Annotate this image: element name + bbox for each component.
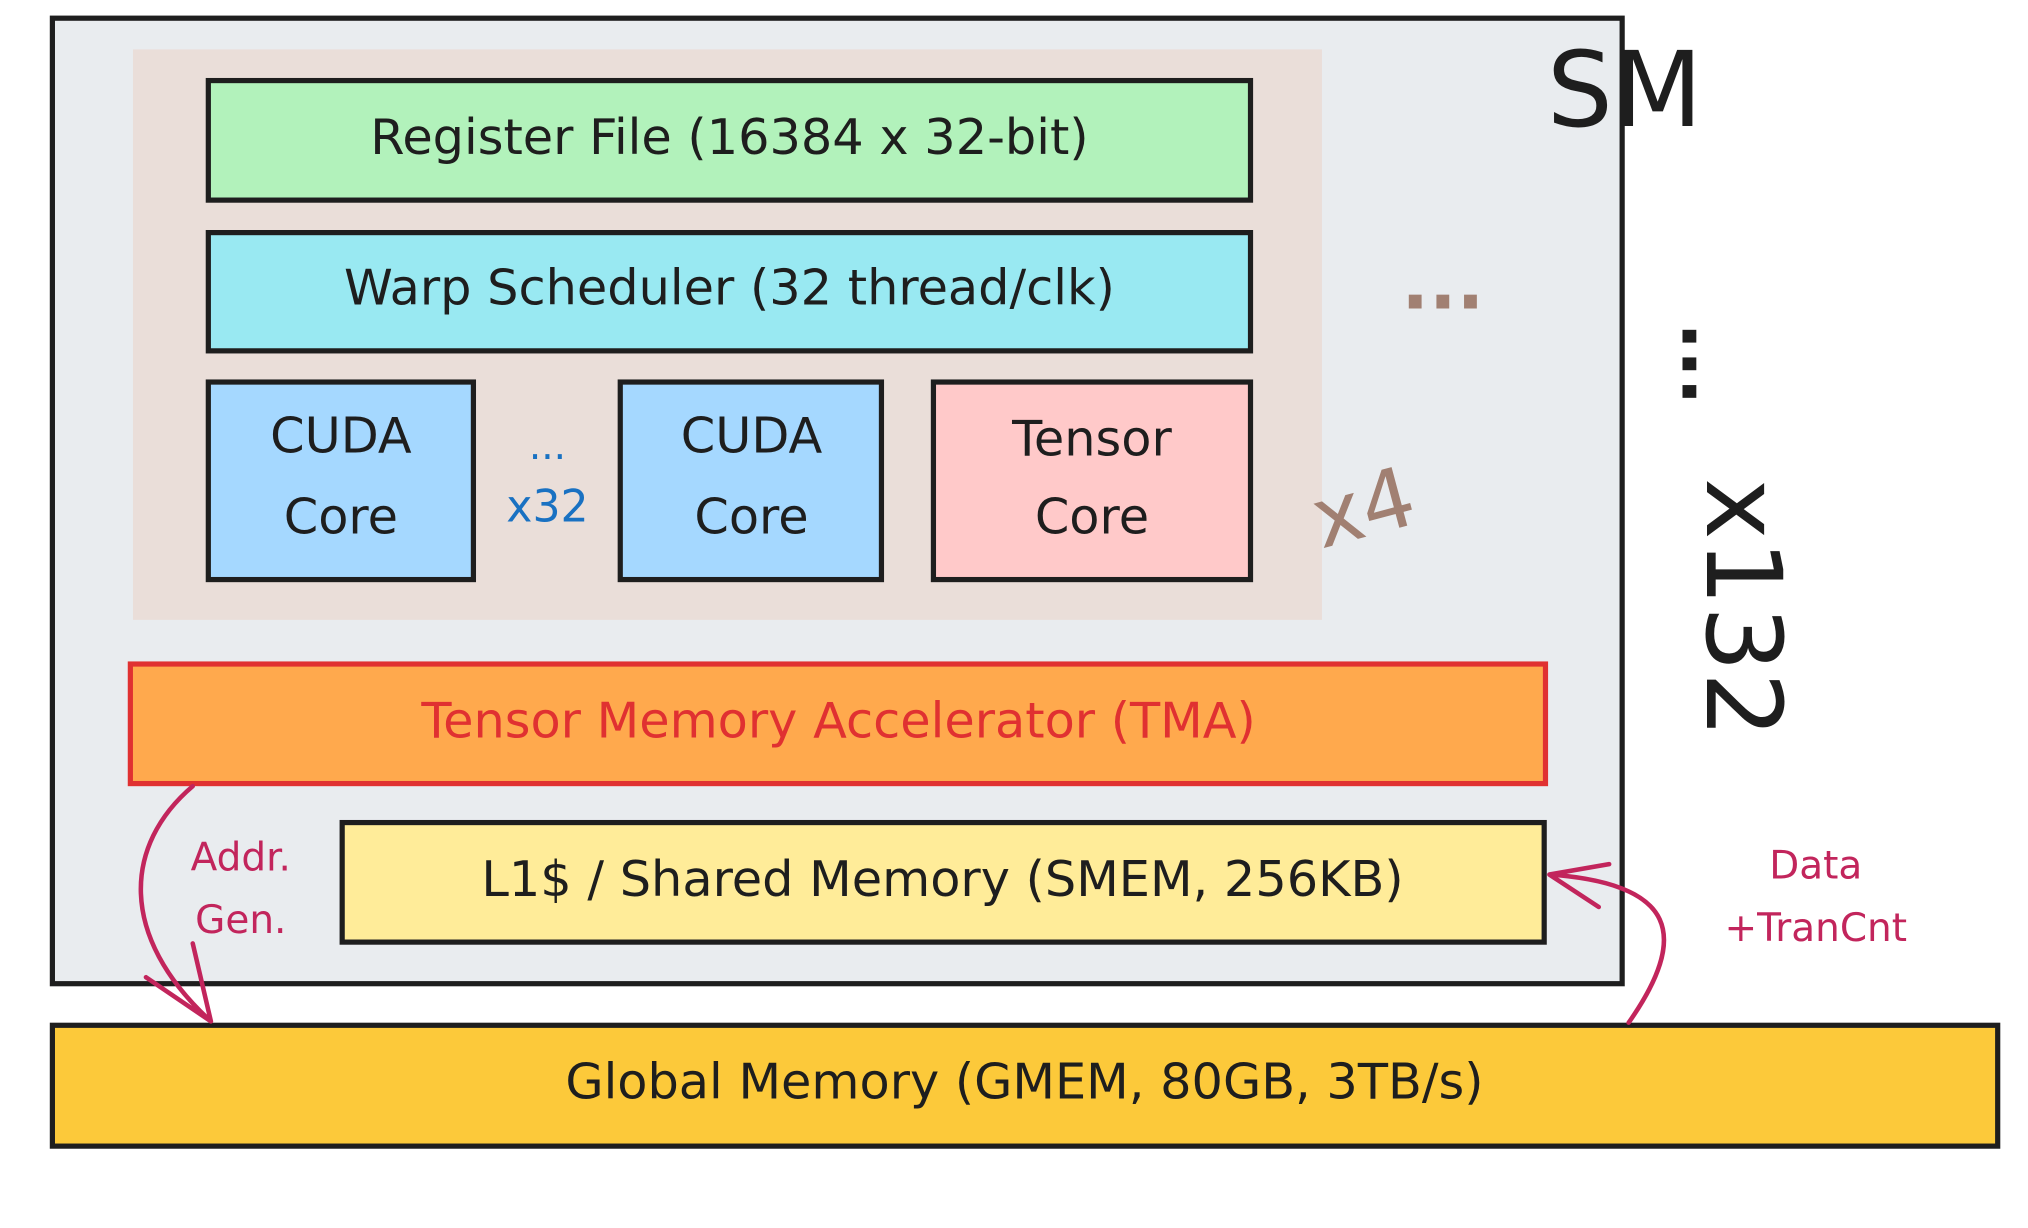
gmem-box [49, 1022, 2001, 1149]
data-label: +TranCnt [1725, 906, 1908, 951]
addr-gen-label: Gen. [195, 898, 286, 943]
sub-partition-ellipsis: ... [1401, 241, 1484, 326]
cuda-core-label: Core [284, 487, 398, 545]
addr-arrow [138, 783, 214, 1024]
cuda-core-box [617, 379, 885, 583]
cuda-core-box [205, 379, 477, 583]
warp-scheduler-box [205, 230, 1254, 354]
tma-box [127, 661, 1549, 787]
register-file-label: Register File (16384 x 32-bit) [370, 108, 1088, 166]
warp-scheduler-label: Warp Scheduler (32 thread/clk) [344, 259, 1115, 317]
cuda-core-label: CUDA [270, 407, 412, 465]
register-file-box [205, 77, 1254, 203]
gmem-label: Global Memory (GMEM, 80GB, 3TB/s) [565, 1053, 1483, 1111]
cuda-core-ellipsis: ... [529, 424, 566, 469]
tensor-core-label: Tensor [1011, 409, 1172, 467]
cuda-core-count: x32 [506, 481, 588, 532]
cuda-core-label: Core [694, 487, 808, 545]
addr-gen-label: Addr. [191, 836, 291, 881]
smem-box [339, 819, 1547, 945]
tensor-core-box [930, 379, 1254, 583]
data-label: Data [1769, 844, 1862, 889]
smem-label: L1$ / Shared Memory (SMEM, 256KB) [481, 850, 1403, 908]
cuda-core-label: CUDA [681, 407, 823, 465]
tma-label: Tensor Memory Accelerator (TMA) [420, 691, 1255, 749]
sm-label: SM [1547, 30, 1703, 151]
sm-count: x132 [1682, 478, 1803, 738]
data-arrow [1547, 861, 1667, 1025]
sm-ellipsis: ... [1665, 322, 1750, 405]
tensor-core-label: Core [1035, 487, 1149, 545]
